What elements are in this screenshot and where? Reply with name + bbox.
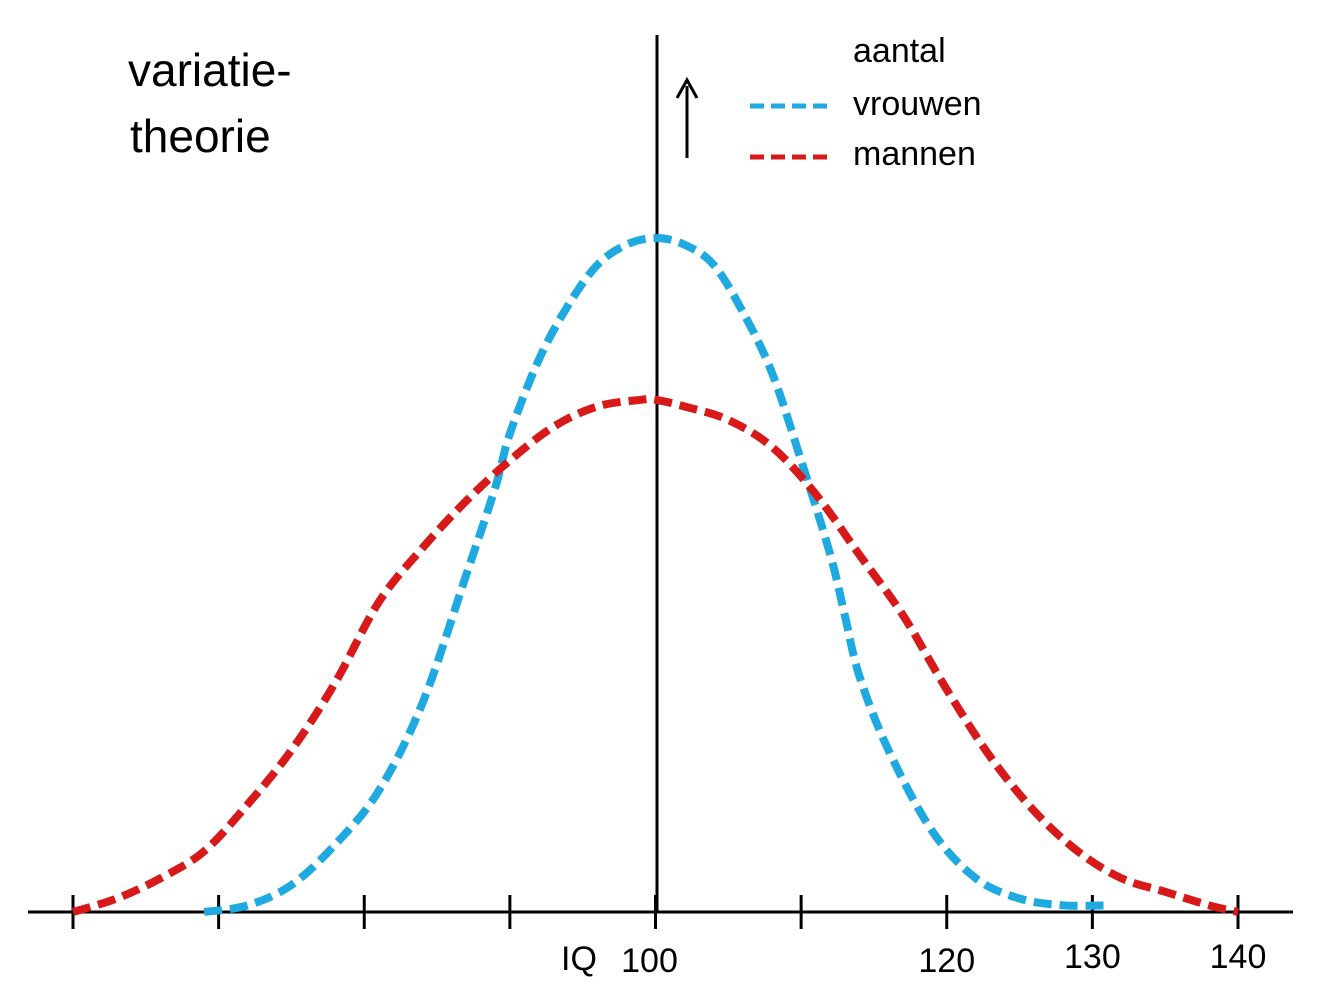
chart-title-line-2: theorie [130, 110, 271, 162]
x-tick-label-120: 120 [918, 942, 975, 980]
series [71, 233, 1239, 916]
series-line-vrouwen [203, 233, 1107, 916]
x-tick-label-130: 130 [1064, 938, 1121, 976]
legend-label-vrouwen: vrouwen [853, 85, 982, 123]
y-axis-arrow-head [675, 76, 699, 99]
series-line-mannen [71, 394, 1239, 916]
legend-label-mannen: mannen [853, 135, 976, 173]
x-tick-label-100: 100 [621, 942, 678, 980]
x-axis-label: IQ [561, 940, 597, 978]
x-tick-label-140: 140 [1210, 938, 1267, 976]
chart-title-line-1: variatie- [128, 44, 292, 96]
y-axis-label: aantal [853, 32, 946, 70]
